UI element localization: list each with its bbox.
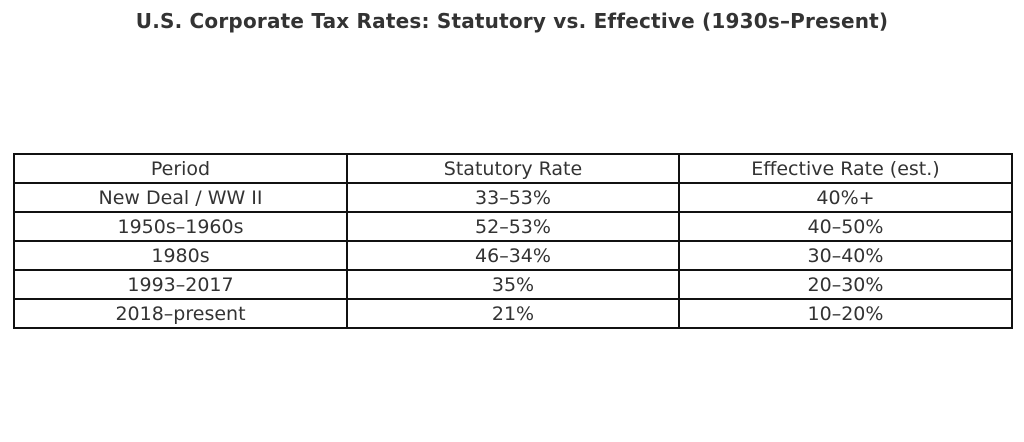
column-header-period: Period	[13, 153, 348, 184]
column-header-statutory-rate: Statutory Rate	[346, 153, 680, 184]
statutory-rate-cell: 21%	[346, 298, 680, 329]
period-cell: New Deal / WW II	[13, 182, 348, 213]
effective-rate-cell: 10–20%	[678, 298, 1013, 329]
tax-rates-table: Period Statutory Rate Effective Rate (es…	[13, 153, 1013, 329]
period-cell: 1993–2017	[13, 269, 348, 300]
table-row: 1950s–1960s 52–53% 40–50%	[13, 211, 1013, 242]
table-row: 1993–2017 35% 20–30%	[13, 269, 1013, 300]
statutory-rate-cell: 35%	[346, 269, 680, 300]
effective-rate-cell: 30–40%	[678, 240, 1013, 271]
statutory-rate-cell: 52–53%	[346, 211, 680, 242]
table-row: 1980s 46–34% 30–40%	[13, 240, 1013, 271]
period-cell: 1950s–1960s	[13, 211, 348, 242]
effective-rate-cell: 40%+	[678, 182, 1013, 213]
column-header-effective-rate: Effective Rate (est.)	[678, 153, 1013, 184]
period-cell: 1980s	[13, 240, 348, 271]
period-cell: 2018–present	[13, 298, 348, 329]
statutory-rate-cell: 46–34%	[346, 240, 680, 271]
table-row: New Deal / WW II 33–53% 40%+	[13, 182, 1013, 213]
chart-title: U.S. Corporate Tax Rates: Statutory vs. …	[135, 9, 889, 33]
table-header-row: Period Statutory Rate Effective Rate (es…	[13, 153, 1013, 184]
effective-rate-cell: 40–50%	[678, 211, 1013, 242]
table-row: 2018–present 21% 10–20%	[13, 298, 1013, 329]
effective-rate-cell: 20–30%	[678, 269, 1013, 300]
statutory-rate-cell: 33–53%	[346, 182, 680, 213]
